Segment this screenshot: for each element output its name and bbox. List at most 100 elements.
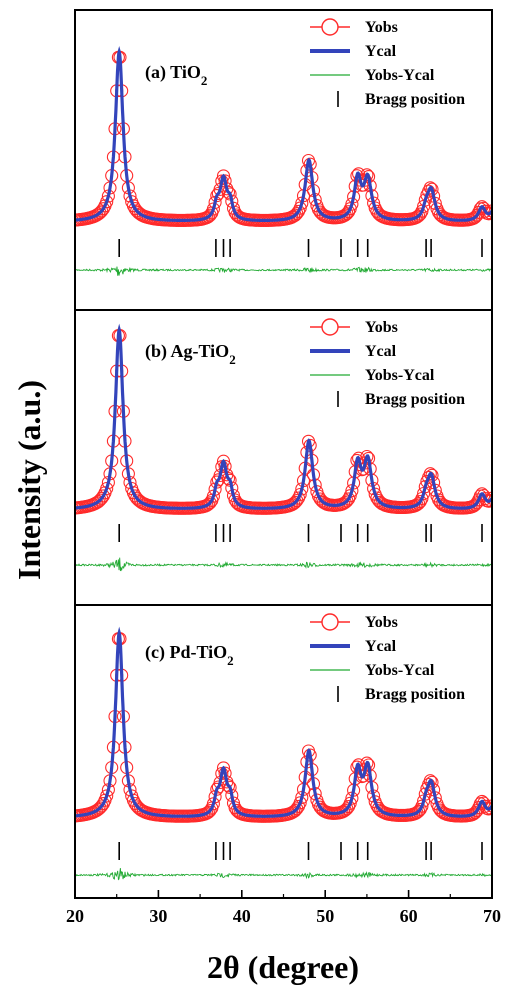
legend-label: Ycal bbox=[365, 43, 397, 60]
yobs-point bbox=[100, 789, 114, 803]
panel-b: (b) Ag-TiO2 Yobs Ycal Yobs-Ycal Bragg positi… bbox=[74, 309, 493, 606]
yobs-point bbox=[342, 492, 356, 506]
legend-label: Yobs bbox=[365, 319, 398, 336]
legend-label: Bragg position bbox=[365, 391, 465, 408]
yobs-point bbox=[342, 205, 356, 219]
yobs-point bbox=[96, 202, 110, 216]
panel-frame bbox=[74, 9, 493, 311]
legend-yobs-marker bbox=[321, 18, 339, 36]
legend-label: Ycal bbox=[365, 638, 397, 655]
yobs-point bbox=[288, 495, 302, 509]
legend: Yobs Ycal Yobs-Ycal Bragg position bbox=[310, 613, 465, 703]
yobs-point bbox=[93, 206, 107, 220]
plot-area bbox=[75, 45, 492, 276]
x-tick-label: 70 bbox=[483, 906, 501, 926]
yobs-point bbox=[423, 467, 437, 481]
legend: Yobs Ycal Yobs-Ycal Bragg position bbox=[310, 318, 465, 408]
yobs-ycal-series bbox=[75, 557, 492, 572]
yobs-point bbox=[286, 209, 301, 223]
yobs-point bbox=[90, 803, 104, 818]
yobs-point bbox=[221, 185, 236, 199]
legend-label: Yobs bbox=[365, 19, 398, 36]
legend-label: Yobs-Ycal bbox=[365, 662, 435, 679]
yobs-point bbox=[483, 493, 492, 507]
x-tick-label: 40 bbox=[233, 906, 251, 926]
yobs-point bbox=[285, 498, 299, 512]
ycal-series bbox=[75, 45, 492, 222]
legend-label: Yobs-Ycal bbox=[365, 67, 435, 84]
yobs-point bbox=[290, 494, 304, 508]
yobs-point bbox=[201, 210, 215, 224]
yobs-point bbox=[343, 489, 357, 503]
yobs-point bbox=[483, 206, 492, 220]
yobs-point bbox=[343, 796, 357, 810]
yobs-point bbox=[90, 496, 104, 510]
x-tick-label: 50 bbox=[316, 906, 334, 926]
yobs-point bbox=[413, 207, 427, 221]
yobs-point bbox=[415, 491, 429, 506]
plot-area bbox=[75, 626, 492, 881]
yobs-point bbox=[93, 493, 107, 507]
yobs-point bbox=[203, 208, 217, 222]
yobs-point bbox=[482, 494, 492, 508]
yobs-point bbox=[293, 796, 307, 810]
yobs-point bbox=[221, 779, 236, 793]
yobs-point bbox=[200, 806, 214, 820]
yobs-point bbox=[288, 208, 302, 222]
yobs-point bbox=[413, 495, 427, 509]
yobs-point bbox=[221, 472, 236, 486]
yobs-point bbox=[336, 496, 351, 511]
panel-c: (c) Pd-TiO2 Yobs Ycal Yobs-Ycal Bragg positi… bbox=[74, 604, 493, 899]
plot-area bbox=[75, 323, 492, 572]
panel-a: (a) TiO2 Yobs Ycal Yobs-Ycal Bragg position bbox=[74, 9, 493, 311]
yobs-point bbox=[338, 495, 352, 510]
yobs-ycal-series bbox=[75, 868, 492, 881]
panel-label: (a) TiO2 bbox=[145, 62, 207, 88]
legend-label: Ycal bbox=[365, 343, 397, 360]
yobs-point bbox=[91, 207, 105, 221]
x-axis-label: 2θ (degree) bbox=[207, 949, 359, 985]
ycal-series bbox=[75, 626, 492, 818]
yobs-point bbox=[413, 802, 427, 816]
yobs-point bbox=[423, 181, 437, 195]
yobs-point bbox=[423, 774, 437, 788]
legend-label: Bragg position bbox=[365, 686, 465, 703]
yobs-point bbox=[338, 803, 352, 817]
yobs-point bbox=[216, 454, 231, 468]
ycal-series bbox=[75, 323, 492, 510]
legend-yobs-marker bbox=[321, 318, 339, 336]
y-axis-label: Intensity (a.u.) bbox=[11, 380, 47, 580]
legend-yobs-marker bbox=[321, 613, 339, 631]
yobs-point bbox=[130, 799, 144, 813]
yobs-point bbox=[483, 801, 492, 815]
yobs-point bbox=[200, 211, 214, 225]
yobs-point bbox=[100, 195, 114, 209]
yobs-point bbox=[482, 207, 492, 221]
yobs-point bbox=[336, 804, 351, 818]
yobs-point bbox=[203, 496, 217, 510]
yobs-point bbox=[288, 804, 302, 818]
yobs-point bbox=[96, 489, 110, 503]
legend: Yobs Ycal Yobs-Ycal Bragg position bbox=[310, 18, 465, 108]
x-tick-label: 60 bbox=[400, 906, 418, 926]
yobs-point bbox=[216, 761, 231, 775]
legend-label: Bragg position bbox=[365, 91, 465, 108]
legend-label: Yobs bbox=[365, 614, 398, 631]
yobs-point bbox=[200, 498, 214, 512]
yobs-point bbox=[216, 169, 231, 183]
x-tick-label: 20 bbox=[66, 906, 84, 926]
yobs-point bbox=[100, 481, 114, 496]
panel-frame bbox=[74, 604, 493, 899]
yobs-point bbox=[293, 487, 307, 502]
panel-label: (c) Pd-TiO2 bbox=[145, 642, 234, 668]
x-tick-label: 30 bbox=[149, 906, 167, 926]
yobs-point bbox=[201, 497, 215, 511]
panel-label: (b) Ag-TiO2 bbox=[145, 341, 236, 367]
yobs-point bbox=[482, 802, 492, 816]
legend-label: Yobs-Ycal bbox=[365, 367, 435, 384]
yobs-point bbox=[293, 201, 307, 215]
yobs-point bbox=[93, 801, 107, 815]
yobs-point bbox=[415, 799, 429, 813]
